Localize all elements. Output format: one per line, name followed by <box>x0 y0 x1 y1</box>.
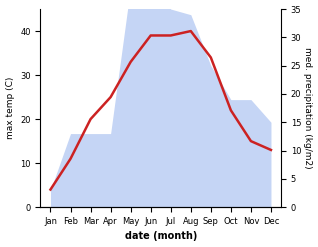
X-axis label: date (month): date (month) <box>125 231 197 242</box>
Y-axis label: max temp (C): max temp (C) <box>5 77 15 139</box>
Y-axis label: med. precipitation (kg/m2): med. precipitation (kg/m2) <box>303 47 313 169</box>
